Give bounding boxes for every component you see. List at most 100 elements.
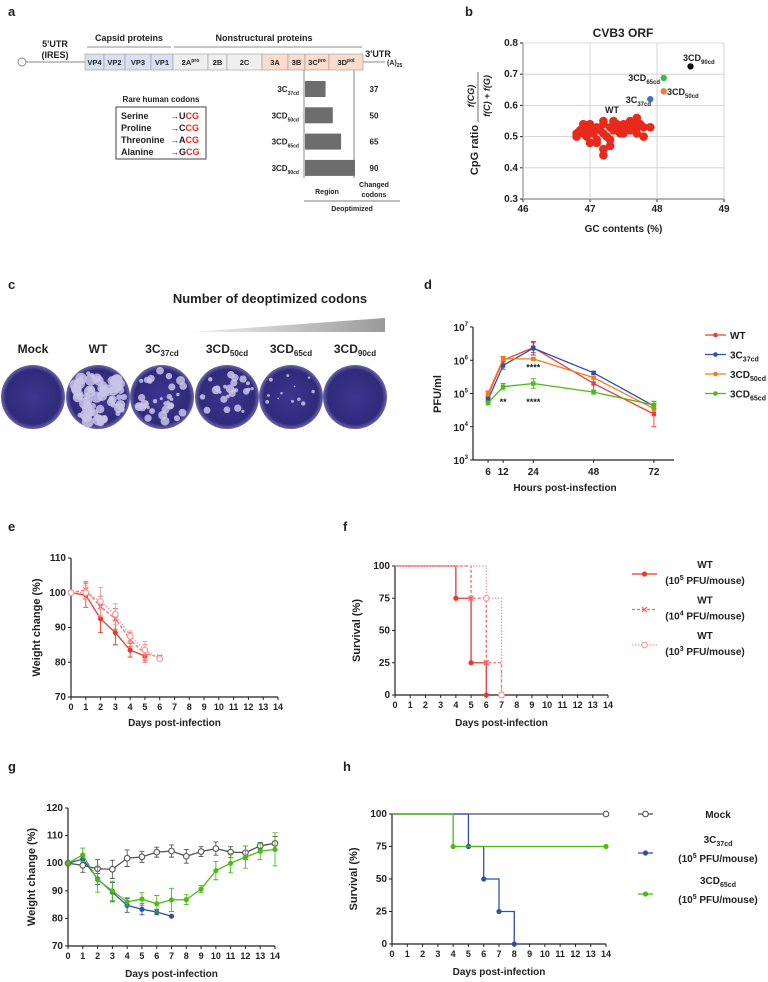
x-tick-label: 5 [466, 949, 471, 959]
y-tick-label: 25 [379, 658, 391, 669]
changed-codons-value: 37 [370, 85, 379, 94]
text-part: U [179, 111, 186, 121]
series-line [487, 347, 655, 407]
plaque [223, 406, 231, 414]
text-part: 10 [454, 356, 466, 367]
plaque-plate-image [1, 365, 65, 429]
text-part: 5 [693, 853, 697, 860]
open-circle-marker [126, 632, 134, 640]
point-label: 3CD65cd [628, 73, 660, 86]
data-point [641, 571, 648, 577]
plaque [245, 381, 251, 386]
region-label: Region [315, 189, 339, 196]
label-main: 3C [277, 85, 287, 94]
text-part: 3 [465, 455, 469, 461]
survival-curve [395, 565, 503, 695]
open-circle-marker [642, 810, 649, 818]
data-point [124, 899, 130, 905]
data-point [242, 854, 249, 860]
scatter-point [660, 88, 667, 95]
plate-dish [323, 365, 387, 429]
changed-label: Changed [359, 182, 389, 189]
scatter-point [660, 74, 667, 82]
plaque [307, 376, 311, 379]
x-axis-label: Days post-infection [453, 967, 546, 978]
data-point [591, 389, 596, 395]
x-tick-label: 7 [169, 951, 174, 961]
genome-5prime-cap-icon [17, 57, 27, 67]
x-tick-label: 1 [80, 951, 85, 961]
data-point [272, 846, 278, 853]
x-tick-label: 10 [211, 951, 221, 961]
open-circle-marker [97, 598, 104, 605]
genome-segment-label: 3B [292, 58, 302, 67]
x-tick-label: 13 [586, 949, 596, 959]
utr3-label: 3'UTR [365, 49, 391, 59]
label-main: 3CD [628, 73, 647, 83]
plaque [234, 404, 242, 412]
legend-marker [713, 332, 718, 338]
data-point [496, 908, 502, 915]
x-tick-label: 3 [438, 700, 443, 710]
genome-segment-label: VP3 [131, 58, 145, 67]
y-axis-label: CpG ratio [469, 125, 481, 175]
chart-title: CVB3 ORF [593, 26, 654, 40]
data-point [468, 660, 474, 666]
label-subscript: 37cd [743, 357, 759, 364]
plaque [250, 386, 254, 391]
label-subscript: 90cd [358, 349, 376, 358]
plaque [297, 397, 301, 402]
plaque [223, 384, 227, 389]
x-tick-label: 2 [420, 949, 425, 959]
deopt-region-bar [305, 81, 326, 97]
open-circle-marker [79, 862, 87, 869]
data-point [127, 647, 133, 653]
label-main: 3CD [683, 53, 702, 63]
codon-change: →GCG [170, 147, 200, 157]
legend-label: 3CD65cd [730, 390, 766, 403]
y-tick-label: 70 [52, 941, 64, 952]
label-subscript: 65cd [294, 349, 312, 358]
point-label: 3CD90cd [683, 53, 715, 66]
series-line [487, 346, 655, 415]
x-tick-label: 11 [226, 951, 236, 961]
formula-denominator: f(C) + f(G) [482, 75, 492, 117]
plaque [220, 395, 228, 403]
x-tick-label: 1 [405, 949, 410, 959]
open-circle-marker [123, 854, 131, 862]
label-subscript: 37cd [716, 841, 732, 848]
scatter-point [646, 122, 655, 132]
data-point [642, 850, 649, 856]
text-part: VP4 [87, 58, 102, 67]
y-tick-label: 75 [376, 842, 388, 853]
x-tick-label: 12 [240, 951, 250, 961]
x-marker [483, 659, 490, 666]
legend-label: 3C37cd [704, 835, 733, 848]
text-part: 4 [465, 422, 469, 428]
formula-numerator: f(CG) [466, 85, 476, 108]
plaque [293, 385, 296, 388]
plaque [214, 385, 221, 392]
label-subscript: 65cd [720, 882, 736, 889]
text-part: (10 [665, 576, 680, 587]
plaque [225, 384, 235, 394]
y-tick-label: 100 [373, 561, 390, 572]
deopt-construct-label: 3C37cd [277, 85, 299, 97]
plaque [116, 394, 123, 401]
x-tick-label: 6 [157, 702, 162, 712]
data-point [531, 356, 536, 362]
open-circle-marker [482, 594, 490, 602]
x-tick-label: 10 [542, 700, 552, 710]
data-point [485, 400, 491, 406]
genome-segment-label: VP4 [87, 58, 102, 67]
x-tick-label: 6 [154, 951, 159, 961]
plaque [144, 414, 152, 422]
x-tick-label: 14 [601, 949, 611, 959]
label-subscript: 37cd [161, 349, 179, 358]
data-point [591, 370, 596, 375]
legend-marker [713, 352, 718, 357]
plaque [178, 408, 187, 417]
y-tick-label: 0 [384, 690, 390, 701]
data-point [481, 876, 487, 882]
x-tick-label: 1 [83, 702, 88, 712]
